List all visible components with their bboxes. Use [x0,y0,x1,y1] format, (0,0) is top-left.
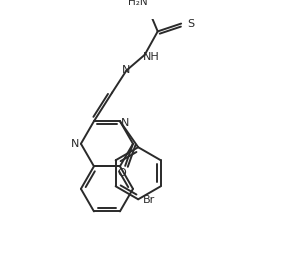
Text: O: O [117,168,126,178]
Text: S: S [187,18,194,29]
Text: Br: Br [143,195,155,205]
Text: N: N [71,139,79,149]
Text: H₂N: H₂N [128,0,148,7]
Text: N: N [120,118,129,128]
Text: N: N [122,65,131,75]
Text: NH: NH [143,52,160,62]
